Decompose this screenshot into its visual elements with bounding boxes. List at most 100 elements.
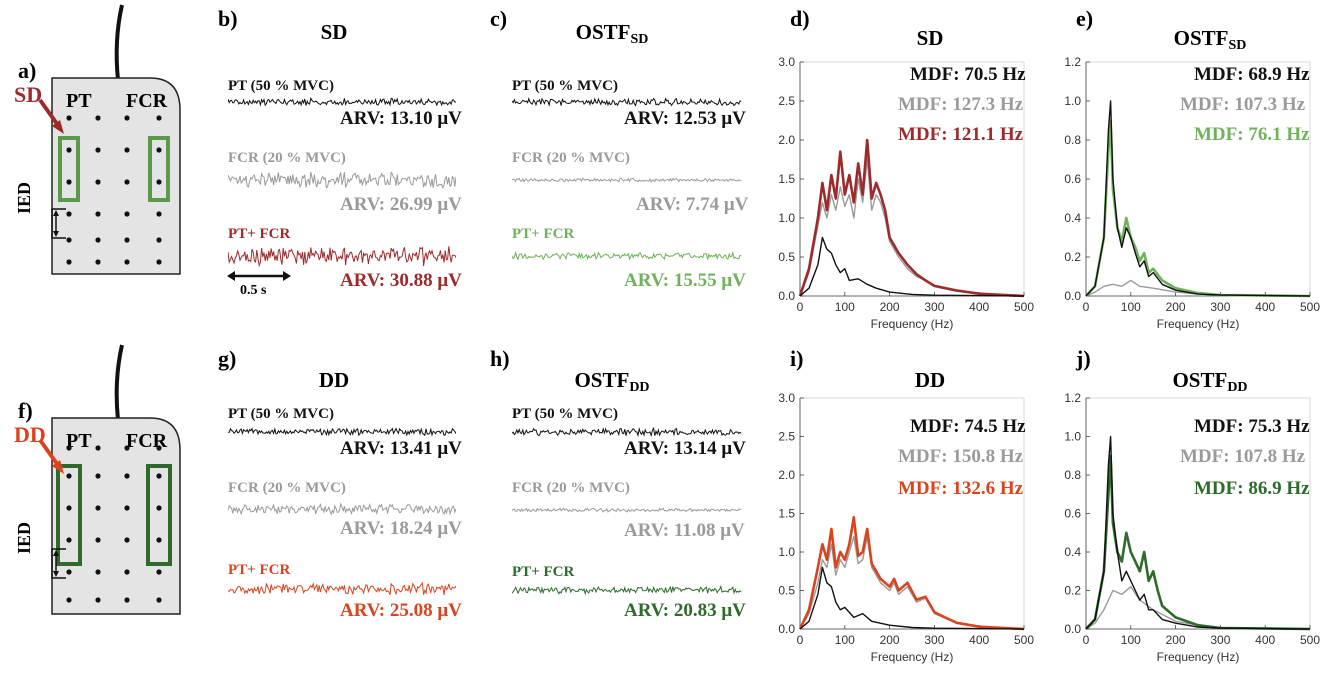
time-scale-label: 0.5 s: [240, 283, 267, 298]
electrode-dot: [66, 237, 72, 243]
spectrum-series-0: [1085, 435, 1311, 630]
electrode-dot: [124, 211, 130, 217]
plot-area: [1085, 61, 1311, 297]
x-tick-label: 400: [969, 633, 989, 647]
emg-trace: [512, 426, 742, 438]
y-tick-label: 0.6: [1064, 172, 1081, 186]
x-tick-label: 200: [880, 300, 900, 314]
y-tick-label: 1.2: [1064, 55, 1081, 69]
panel-g-fcr-arv: ARV: 18.24 μV: [340, 518, 462, 539]
electrode-dot: [156, 179, 162, 185]
electrode-dot: [124, 179, 130, 185]
panel-label-j: j): [1076, 346, 1091, 371]
y-tick-label: 2.5: [778, 430, 795, 444]
panel-b-fcr-arv: ARV: 26.99 μV: [340, 194, 462, 215]
electrode-dot: [95, 473, 101, 479]
panel-h-mix-label: PT+ FCR: [512, 564, 575, 580]
electrode-dot: [156, 259, 162, 265]
y-tick-label: 0.8: [1064, 133, 1081, 147]
cable-icon: [114, 4, 124, 81]
panel-h-fcr-label: FCR (20 % MVC): [512, 480, 630, 496]
panel-j-mdf-mix: MDF: 86.9 Hz: [1194, 478, 1310, 499]
method-label-dd: DD: [14, 422, 46, 447]
electrode-dot: [124, 505, 130, 511]
x-tick-label: 500: [1014, 633, 1034, 647]
y-tick-label: 1.5: [778, 507, 795, 521]
muscle-label-pt: PT: [66, 90, 92, 112]
x-tick-label: 100: [1121, 633, 1141, 647]
panel-c-fcr-label: FCR (20 % MVC): [512, 150, 630, 166]
y-tick-label: 2.0: [778, 133, 795, 147]
panel-e-mdf-fcr: MDF: 107.3 Hz: [1180, 94, 1306, 115]
panel-label-c: c): [490, 6, 508, 31]
electrode-dot: [66, 505, 72, 511]
panel-d-mdf-fcr: MDF: 127.3 Hz: [898, 94, 1024, 115]
y-tick-label: 0.4: [1064, 545, 1081, 559]
panel-d-mdf-mix: MDF: 121.1 Hz: [898, 124, 1024, 145]
ied-label: IED: [14, 181, 34, 214]
y-tick-label: 0.0: [1064, 622, 1081, 636]
panel-c-mix-arv: ARV: 15.55 μV: [624, 270, 746, 291]
electrode-box-pt: [56, 464, 82, 566]
y-tick-label: 1.0: [778, 545, 795, 559]
y-tick-label: 0.0: [778, 289, 795, 303]
x-tick-label: 200: [1166, 300, 1186, 314]
electrode-dot: [124, 569, 130, 575]
y-tick-label: 0.5: [778, 584, 795, 598]
muscle-label-pt: PT: [66, 430, 92, 452]
emg-trace: [512, 507, 742, 513]
chart-e: 0 100 200 300 400 500 0.0 0.2 0.4 0.6 0.8 1.0 1.2 Fre…: [1064, 55, 1320, 331]
panel-label-a: a): [18, 58, 37, 83]
electrode-dot: [124, 537, 130, 543]
panel-label-b: b): [218, 6, 238, 31]
emg-trace: [512, 584, 742, 596]
electrode-dot: [156, 505, 162, 511]
y-tick-label: 1.2: [1064, 391, 1081, 405]
panel-b-pt-arv: ARV: 13.10 μV: [340, 108, 462, 129]
plot-area: [1085, 397, 1311, 630]
panel-g-pt-label: PT (50 % MVC): [228, 406, 334, 422]
electrode-box-pt: [58, 136, 80, 202]
panel-i-title: DD: [914, 368, 946, 392]
y-tick-label: 0.0: [1064, 289, 1081, 303]
electrode-dot: [95, 147, 101, 153]
panel-g-fcr-label: FCR (20 % MVC): [228, 480, 346, 496]
electrode-dot: [124, 445, 130, 451]
panel-label-d: d): [790, 6, 810, 31]
panel-i-mdf-fcr: MDF: 150.8 Hz: [898, 446, 1024, 467]
y-tick-label: 1.0: [778, 211, 795, 225]
electrode-array-shape: [51, 77, 181, 275]
electrode-dot: [95, 211, 101, 217]
x-axis-label: Frequency (Hz): [871, 650, 954, 664]
y-tick-label: 0.2: [1064, 250, 1081, 264]
y-tick-label: 0.0: [778, 622, 795, 636]
panel-d-mdf-pt: MDF: 70.5 Hz: [910, 64, 1026, 85]
x-axis-label: Frequency (Hz): [1157, 317, 1240, 331]
spectrum-series-2: [798, 138, 1025, 298]
panel-h-fcr-arv: ARV: 11.08 μV: [624, 520, 745, 541]
panel-g-title: DD: [318, 368, 350, 392]
electrode-dot: [66, 537, 72, 543]
electrode-box-fcr: [146, 464, 172, 566]
x-tick-label: 500: [1300, 300, 1320, 314]
panel-g-mix-signal: [228, 581, 456, 596]
chart-d: 0 100 200 300 400 500 0.0 0.5 1.0 1.5 2.0 2.5 3.0 Fre…: [778, 55, 1034, 331]
emg-trace: [228, 96, 456, 107]
x-tick-label: 300: [1210, 633, 1230, 647]
electrode-dot: [95, 259, 101, 265]
electrode-dot: [156, 115, 162, 121]
panel-h-pt-arv: ARV: 13.14 μV: [624, 438, 746, 459]
spectrum-series-2: [1085, 119, 1311, 298]
panel-j-mdf-fcr: MDF: 107.8 Hz: [1180, 446, 1306, 467]
electrode-dot: [156, 537, 162, 543]
y-tick-label: 0.4: [1064, 211, 1081, 225]
electrode-grid-dd: [38, 344, 181, 615]
electrode-dot: [66, 569, 72, 575]
x-tick-label: 0: [1083, 300, 1090, 314]
panel-c-pt-label: PT (50 % MVC): [512, 78, 618, 94]
x-tick-label: 400: [1255, 633, 1275, 647]
y-tick-label: 2.5: [778, 94, 795, 108]
y-tick-label: 1.0: [1064, 430, 1081, 444]
panel-g-pt-signal: [228, 427, 456, 437]
electrode-dot: [66, 597, 72, 603]
